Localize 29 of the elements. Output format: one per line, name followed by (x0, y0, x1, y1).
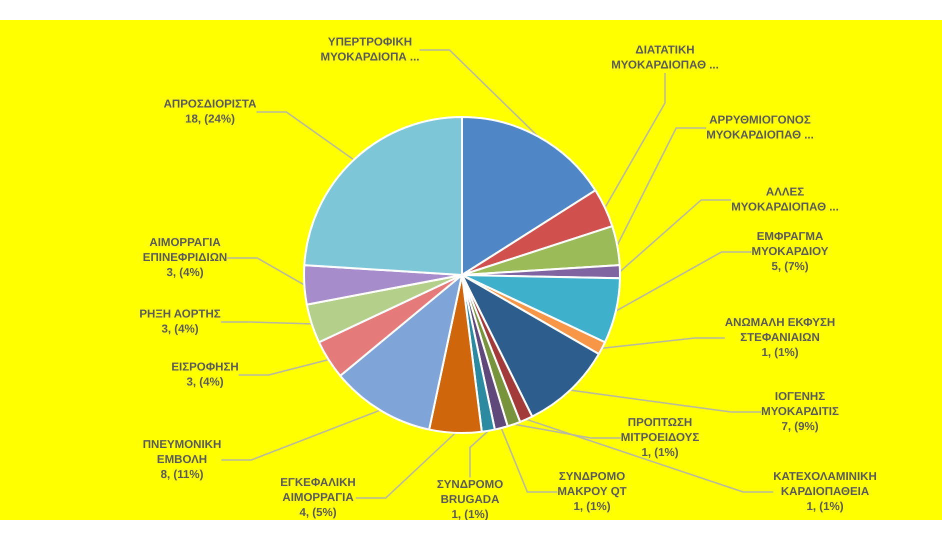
data-label: 7, (9%) (781, 421, 819, 433)
slice-label: ΕΜΦΡΑΓΜΑ ΜΥΟΚΑΡΔΙΟΥ (752, 231, 829, 258)
data-label: 5, (7%) (771, 261, 809, 273)
slice-label: ΑΠΡΟΣΔΙΟΡΙΣΤΑ (164, 98, 256, 110)
slice-label: ΑΝΩΜΑΛΗ ΕΚΦΥΣΗ ΣΤΕΦΑΝΙΑΙΩΝ (724, 317, 836, 344)
data-label: 18, (24%) (185, 114, 236, 126)
slice-label: ΚΑΤΕΧΟΛΑΜΙΝΙΚΗ ΚΑΡΔΙΟΠΑΘΕΙΑ (773, 471, 877, 498)
data-label: 1, (1%) (573, 501, 611, 513)
slice-label: ΕΙΣΡΟΦΗΣΗ (171, 362, 239, 374)
slice-label: ΣΥΝΔΡΟΜΟ BRUGADA (436, 479, 504, 506)
slice-label: ΑΡΡΥΘΜΙΟΓΟΝΟΣ ΜΥΟΚΑΡΔΙΟΠΑΘ ... (706, 114, 814, 142)
data-label: 1, (1%) (806, 501, 844, 513)
data-label: 3, (4%) (166, 267, 204, 279)
slice-label: ΡΗΞΗ ΑΟΡΤΗΣ (139, 308, 221, 320)
slice-label: ΑΙΜΟΡΡΑΓΙΑ ΕΠΙΝΕΦΡΙΔΙΩΝ (142, 237, 228, 264)
data-label: 4, (5%) (299, 507, 337, 519)
slice-label: ΔΙΑΤΑΤΙΚΗ ΜΥΟΚΑΡΔΙΟΠΑΘ ... (611, 44, 719, 72)
slice-label: ΑΛΛΕΣ ΜΥΟΚΑΡΔΙΟΠΑΘ ... (731, 186, 839, 214)
slice-label: ΠΡΟΠΤΩΣΗ ΜΙΤΡΟΕΙΔΟΥΣ (620, 417, 700, 444)
data-label: 3, (4%) (186, 376, 224, 388)
data-label: 3, (4%) (161, 324, 199, 336)
slice-label: ΠΝΕΥΜΟΝΙΚΗ ΕΜΒΟΛΗ (142, 439, 222, 466)
slice-label: ΣΥΝΔΡΟΜΟ ΜΑΚΡΟΥ QT (557, 471, 627, 498)
data-label: 1, (1%) (761, 347, 799, 359)
data-label: 1, (1%) (641, 447, 679, 459)
slice-label: ΥΠΕΡΤΡΟΦΙΚΗ ΜΥΟΚΑΡΔΙΟΠΑ ... (320, 36, 420, 64)
slice-label: ΕΓΚΕΦΑΛΙΚΗ ΑΙΜΟΡΡΑΓΙΑ (280, 477, 356, 504)
slice-label: ΙΟΓΕΝΗΣ ΜΥΟΚΑΡΔΙΤΙΣ (761, 391, 839, 418)
data-label: 8, (11%) (160, 469, 204, 481)
